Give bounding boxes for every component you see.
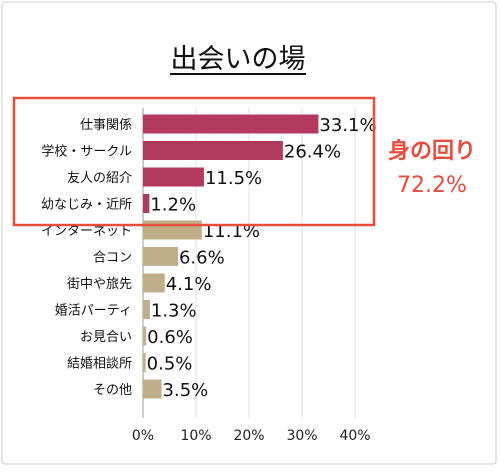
x-tick-label: 40% xyxy=(339,428,370,444)
value-label: 4.1% xyxy=(166,274,212,295)
value-label: 11.5% xyxy=(205,168,262,189)
bar xyxy=(143,273,165,293)
category-label: 合コン xyxy=(93,251,132,266)
category-labels: 仕事関係学校・サークル友人の紹介幼なじみ・近所インターネット合コン街中や旅先婚活… xyxy=(41,118,132,398)
bar xyxy=(143,141,283,160)
bar xyxy=(143,353,146,372)
highlight-box xyxy=(12,96,376,227)
x-tick-label: 0% xyxy=(132,428,154,444)
category-label: 婚活パーティ xyxy=(55,304,132,319)
x-tick-label: 20% xyxy=(233,428,264,444)
category-label: 幼なじみ・近所 xyxy=(41,198,132,213)
category-label: 結婚相談所 xyxy=(67,356,132,372)
bar xyxy=(143,300,150,319)
bar xyxy=(143,114,319,134)
value-label: 33.1% xyxy=(319,115,376,136)
chart-title: 出会いの場 xyxy=(171,44,306,75)
value-label: 6.6% xyxy=(179,248,225,269)
bar xyxy=(143,247,178,266)
x-tick-label: 10% xyxy=(180,428,211,444)
value-label: 1.3% xyxy=(151,301,197,322)
value-label: 1.2% xyxy=(150,195,196,216)
value-label: 0.5% xyxy=(147,354,193,375)
x-tick-labels: 0% 10% 20% 30% 40% xyxy=(132,428,371,444)
bar xyxy=(143,379,162,399)
bar xyxy=(143,194,150,213)
category-label: インターネット xyxy=(41,224,132,239)
bar xyxy=(143,326,147,346)
category-label: 友人の紹介 xyxy=(67,170,132,186)
value-label: 26.4% xyxy=(284,142,341,163)
value-label: 3.5% xyxy=(163,380,209,401)
value-label: 0.6% xyxy=(147,327,193,348)
category-label: 街中や旅先 xyxy=(67,277,132,292)
highlight-value: 72.2% xyxy=(397,173,467,198)
category-label: 仕事関係 xyxy=(80,118,132,133)
category-label: お見合い xyxy=(80,330,132,345)
x-tick-label: 30% xyxy=(286,428,317,444)
highlight-label: 身の回り xyxy=(388,138,476,164)
bar xyxy=(143,167,204,187)
category-label: 学校・サークル xyxy=(41,144,132,160)
category-label: その他 xyxy=(93,383,132,398)
bar xyxy=(143,220,202,240)
bars xyxy=(143,114,319,399)
